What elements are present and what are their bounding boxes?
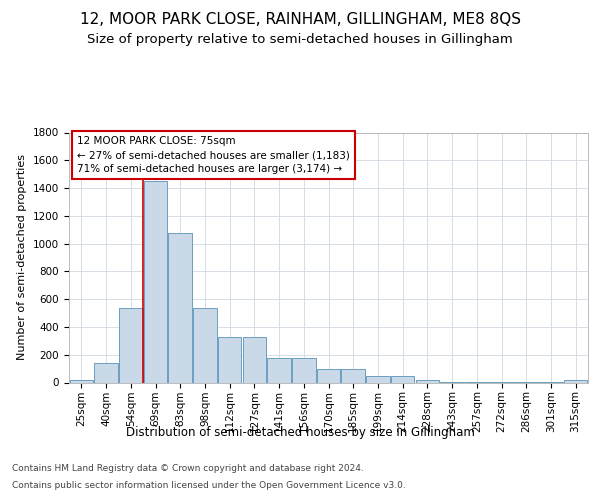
Text: Contains public sector information licensed under the Open Government Licence v3: Contains public sector information licen…: [12, 481, 406, 490]
Bar: [169, 232, 192, 382]
Bar: [391, 376, 415, 382]
Bar: [268, 358, 291, 382]
Bar: [119, 308, 143, 382]
Bar: [70, 380, 93, 382]
Text: 12 MOOR PARK CLOSE: 75sqm
← 27% of semi-detached houses are smaller (1,183)
71% : 12 MOOR PARK CLOSE: 75sqm ← 27% of semi-…: [77, 136, 350, 174]
Bar: [564, 380, 587, 382]
Bar: [144, 181, 167, 382]
Bar: [218, 336, 241, 382]
Text: Distribution of semi-detached houses by size in Gillingham: Distribution of semi-detached houses by …: [125, 426, 475, 439]
Bar: [317, 368, 340, 382]
Bar: [416, 380, 439, 382]
Bar: [94, 363, 118, 382]
Bar: [242, 336, 266, 382]
Bar: [292, 358, 316, 382]
Bar: [193, 308, 217, 382]
Text: Size of property relative to semi-detached houses in Gillingham: Size of property relative to semi-detach…: [87, 32, 513, 46]
Text: Contains HM Land Registry data © Crown copyright and database right 2024.: Contains HM Land Registry data © Crown c…: [12, 464, 364, 473]
Bar: [341, 368, 365, 382]
Bar: [366, 376, 389, 382]
Y-axis label: Number of semi-detached properties: Number of semi-detached properties: [17, 154, 28, 360]
Text: 12, MOOR PARK CLOSE, RAINHAM, GILLINGHAM, ME8 8QS: 12, MOOR PARK CLOSE, RAINHAM, GILLINGHAM…: [79, 12, 521, 28]
